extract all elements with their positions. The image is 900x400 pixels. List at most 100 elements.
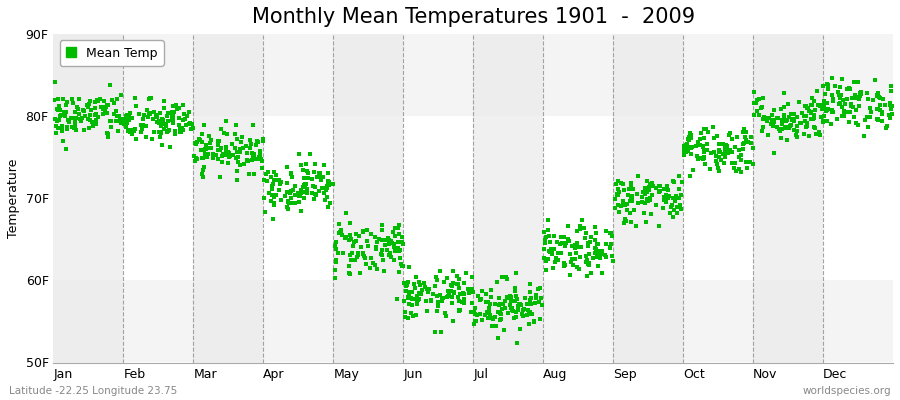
Point [590, 254, 604, 260]
Point [817, 105, 832, 112]
Point [142, 94, 157, 101]
Point [609, 192, 624, 198]
Point [488, 314, 502, 320]
Point [806, 115, 821, 121]
Point [385, 240, 400, 246]
Bar [473, 34, 544, 362]
Point [468, 311, 482, 317]
Point [153, 134, 167, 140]
Point [67, 115, 81, 122]
Point [50, 107, 65, 114]
Bar [264, 34, 333, 362]
Point [556, 260, 571, 267]
Point [796, 130, 811, 137]
Point [465, 300, 480, 306]
Point [534, 294, 548, 301]
Point [787, 127, 801, 133]
Point [594, 250, 608, 257]
Point [720, 143, 734, 149]
Point [222, 154, 237, 160]
Point [411, 297, 426, 303]
Point [374, 252, 389, 258]
Point [424, 297, 438, 303]
Point [305, 190, 320, 196]
Point [218, 152, 232, 158]
Point [410, 293, 425, 299]
Point [331, 220, 346, 227]
Point [604, 241, 618, 248]
Point [364, 230, 379, 237]
Point [817, 97, 832, 104]
Point [638, 185, 652, 191]
Point [174, 129, 188, 135]
Point [854, 91, 868, 98]
Point [280, 164, 294, 171]
Point [89, 121, 104, 128]
Point [689, 153, 704, 160]
Point [610, 192, 625, 198]
Point [392, 247, 407, 253]
Point [500, 294, 514, 300]
Point [703, 166, 717, 173]
Point [153, 130, 167, 136]
Point [392, 231, 407, 238]
Point [285, 174, 300, 180]
Point [499, 274, 513, 280]
Bar [123, 34, 194, 362]
Point [820, 81, 834, 87]
Point [652, 188, 667, 194]
Point [608, 196, 622, 202]
Point [366, 260, 381, 266]
Point [108, 108, 122, 114]
Point [811, 102, 825, 108]
Point [799, 123, 814, 129]
Point [107, 100, 122, 106]
Point [590, 241, 605, 248]
Point [511, 303, 526, 309]
Point [767, 107, 781, 114]
Point [212, 137, 226, 144]
Point [849, 95, 863, 101]
Point [784, 110, 798, 117]
Point [81, 116, 95, 122]
Point [149, 114, 164, 120]
Point [732, 147, 746, 153]
Point [657, 197, 671, 204]
Point [683, 151, 698, 158]
Point [193, 136, 207, 143]
Point [189, 141, 203, 148]
Point [495, 274, 509, 280]
Point [305, 176, 320, 182]
Point [866, 96, 880, 103]
Point [482, 307, 497, 313]
Point [107, 111, 122, 117]
Point [52, 106, 67, 113]
Point [495, 306, 509, 312]
Point [474, 317, 489, 323]
Point [745, 160, 760, 167]
Point [293, 162, 308, 169]
Point [444, 282, 458, 288]
Point [73, 116, 87, 122]
Point [716, 150, 731, 157]
Point [396, 240, 410, 247]
Point [222, 151, 237, 158]
Point [51, 102, 66, 109]
Point [852, 96, 867, 103]
Point [742, 139, 756, 145]
Point [54, 112, 68, 118]
Point [659, 198, 673, 205]
Point [380, 247, 394, 254]
Title: Monthly Mean Temperatures 1901  -  2009: Monthly Mean Temperatures 1901 - 2009 [252, 7, 695, 27]
Point [403, 295, 418, 301]
Point [369, 244, 383, 251]
Point [195, 139, 210, 146]
Point [344, 236, 358, 242]
Point [115, 116, 130, 122]
Point [760, 132, 775, 138]
Point [112, 113, 126, 119]
Point [498, 298, 512, 304]
Point [603, 230, 617, 236]
Point [356, 228, 370, 234]
Point [820, 107, 834, 113]
